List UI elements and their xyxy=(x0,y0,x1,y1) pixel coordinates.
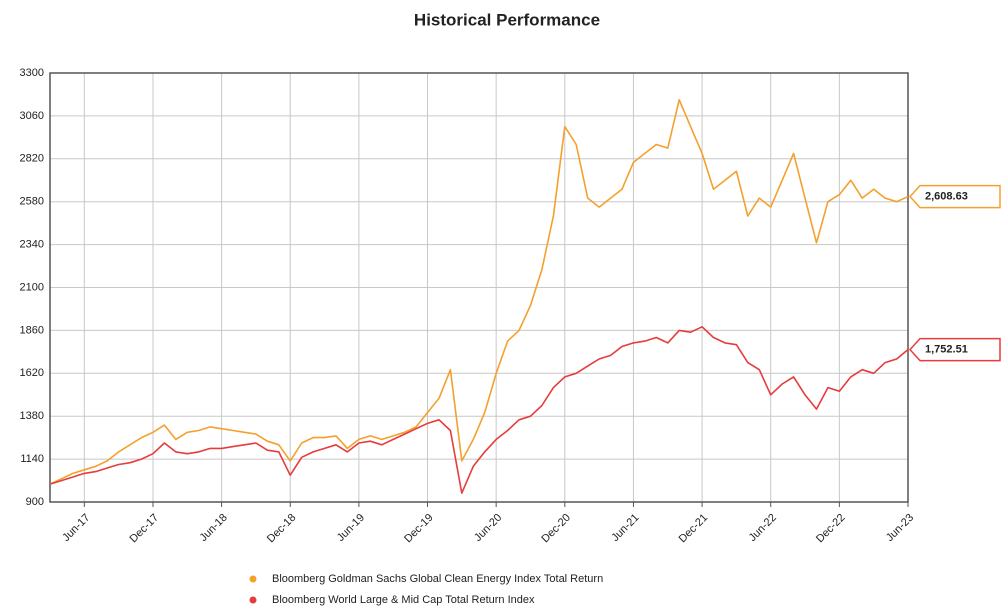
y-tick-label: 2100 xyxy=(20,281,44,293)
legend-label: Bloomberg Goldman Sachs Global Clean Ene… xyxy=(272,573,603,585)
y-tick-label: 3060 xyxy=(20,110,44,122)
x-tick-label: Jun-21 xyxy=(609,512,641,544)
x-tick-label: Jun-17 xyxy=(60,512,92,544)
plot-border xyxy=(49,72,909,503)
y-tick-label: 2580 xyxy=(20,196,44,208)
legend-marker xyxy=(249,596,257,604)
x-tick-label: Jun-23 xyxy=(884,512,916,544)
legend-marker xyxy=(249,575,257,583)
chart-title: Historical Performance xyxy=(414,10,600,29)
y-tick-label: 1860 xyxy=(20,324,44,336)
end-label-box xyxy=(908,184,1001,209)
legend-label: Bloomberg World Large & Mid Cap Total Re… xyxy=(272,594,535,606)
y-tick-label: 2820 xyxy=(20,153,44,165)
end-label-box xyxy=(908,337,1001,362)
y-tick-label: 1380 xyxy=(20,410,44,422)
y-tick-label: 2340 xyxy=(20,239,44,251)
x-tick-label: Dec-18 xyxy=(265,512,299,546)
end-label: 1,752.51 xyxy=(925,344,968,356)
x-tick-label: Jun-19 xyxy=(335,512,367,544)
x-tick-label: Dec-19 xyxy=(402,512,436,546)
y-tick-label: 900 xyxy=(26,496,44,508)
y-tick-label: 1140 xyxy=(20,453,44,465)
y-tick-label: 1620 xyxy=(20,367,44,379)
x-tick-label: Dec-22 xyxy=(814,512,848,546)
x-tick-label: Jun-18 xyxy=(198,512,230,544)
x-tick-label: Jun-22 xyxy=(747,512,779,544)
x-tick-label: Jun-20 xyxy=(472,512,504,544)
line-series xyxy=(49,99,909,485)
line-series xyxy=(49,326,909,494)
x-tick-label: Dec-21 xyxy=(677,512,711,546)
x-tick-label: Dec-17 xyxy=(128,512,162,546)
end-label: 2,608.63 xyxy=(925,190,968,202)
y-tick-label: 3300 xyxy=(20,67,44,79)
x-tick-label: Dec-20 xyxy=(539,512,573,546)
